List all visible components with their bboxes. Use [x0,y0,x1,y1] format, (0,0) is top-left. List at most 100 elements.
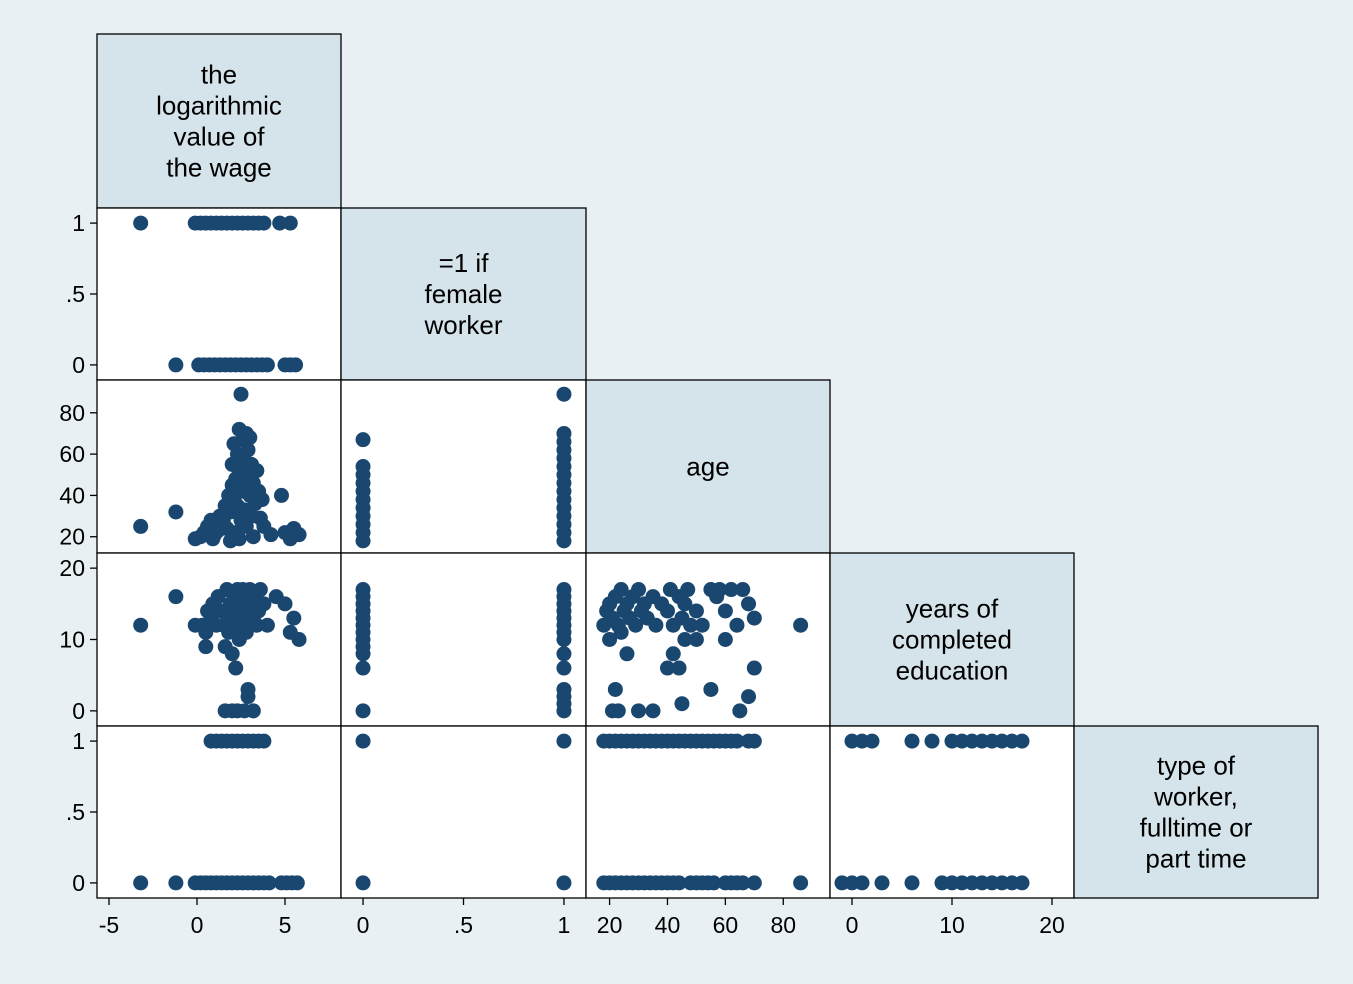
y-tick-label: 0 [72,698,85,724]
x-tick-label: 20 [597,912,623,938]
data-point [648,617,664,633]
panel-age-vs-female [340,379,587,554]
points-educ-vs-female [355,582,572,719]
data-point [240,442,256,458]
data-point [291,527,307,543]
variable-label-line: logarithmic [156,91,282,121]
data-point [217,703,233,719]
data-point [228,660,244,676]
data-point [556,425,572,441]
data-point [671,875,687,891]
data-point [355,703,371,719]
data-point [746,875,762,891]
data-point [224,646,240,662]
points-type-vs-female [355,733,572,891]
panel-type-vs-lwage [96,725,342,899]
data-point [133,617,149,633]
x-tick-label: 60 [713,912,739,938]
data-point [168,357,184,373]
data-point [133,875,149,891]
data-point [703,681,719,697]
y-tick-label: 80 [59,400,85,426]
data-point [735,582,751,598]
data-point [288,357,304,373]
data-point [854,875,870,891]
data-point [683,617,699,633]
variable-label-line: =1 if [439,248,490,278]
variable-label-line: type of [1157,751,1236,781]
variable-label-line: value of [173,122,265,152]
data-point [289,875,305,891]
points-educ-vs-age [596,582,809,719]
data-point [613,582,629,598]
points-type-vs-educ [834,733,1030,891]
variable-label-line: fulltime or [1140,813,1253,843]
data-point [277,596,293,612]
data-point [1014,875,1030,891]
y-tick-label: 10 [59,627,85,653]
x-tick-label: 1 [558,912,571,938]
data-point [245,529,261,545]
data-point [741,689,757,705]
data-point [607,681,623,697]
data-point [168,875,184,891]
data-point [556,582,572,598]
x-tick-label: 0 [357,912,370,938]
data-point [254,492,270,508]
points-educ-vs-lwage [133,582,307,719]
data-point [263,527,279,543]
data-point [746,610,762,626]
y-tick-label: 60 [59,441,85,467]
y-tick-label: 1 [72,728,85,754]
variable-label-line: years of [906,594,999,624]
variable-label-line: female [424,279,502,309]
data-point [729,733,745,749]
data-point [680,582,696,598]
data-point [355,733,371,749]
data-point [556,646,572,662]
y-tick-label: .5 [66,799,85,825]
data-point [286,610,302,626]
data-point [904,733,920,749]
data-point [198,624,214,640]
data-point [556,733,572,749]
data-point [665,646,681,662]
data-point [732,703,748,719]
x-tick-label: -5 [99,912,119,938]
variable-label-line: age [686,452,729,482]
y-tick-label: .5 [66,281,85,307]
data-point [619,646,635,662]
data-point [242,430,258,446]
data-point [355,432,371,448]
data-point [231,531,247,547]
data-point [659,603,675,619]
data-point [556,875,572,891]
data-point [735,875,751,891]
points-female-vs-lwage [133,215,304,373]
variable-label-line: part time [1145,844,1246,874]
x-tick-label: 80 [770,912,796,938]
data-point [198,639,214,655]
data-point [677,632,693,647]
data-point [610,703,626,719]
data-point [556,386,572,402]
data-point [256,215,272,231]
points-type-vs-lwage [133,733,305,891]
data-point [1014,733,1030,749]
x-tick-label: 0 [191,912,204,938]
points-age-vs-female [355,386,572,549]
data-point [249,617,265,633]
y-tick-label: 0 [72,870,85,896]
data-point [240,689,256,705]
x-tick-label: 10 [939,912,965,938]
data-point [674,696,690,712]
data-point [729,617,745,633]
data-point [694,617,710,633]
data-point [256,733,272,749]
data-point [133,518,149,534]
data-point [688,603,704,619]
data-point [355,459,371,474]
x-tick-label: .5 [454,912,473,938]
data-point [272,215,288,231]
